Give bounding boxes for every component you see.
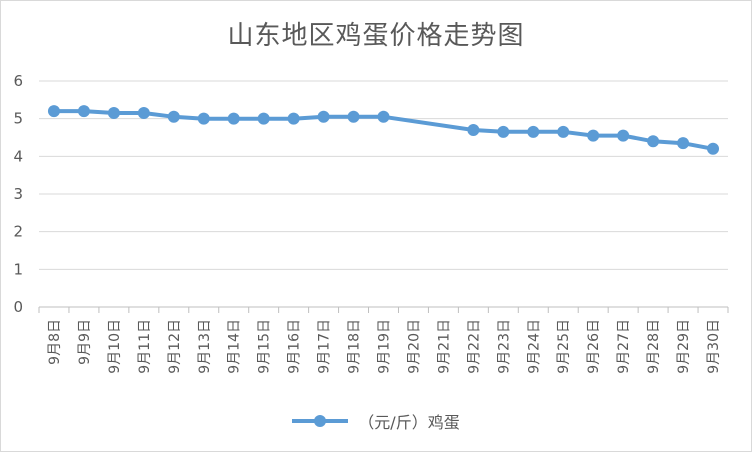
- data-point: [257, 112, 270, 125]
- x-tick-label: 9月26日: [586, 319, 602, 374]
- legend-swatch: [292, 415, 349, 427]
- x-tick-label: 9月22日: [466, 319, 482, 374]
- x-tick-label: 9月9日: [77, 319, 93, 365]
- y-tick-label: 3: [13, 185, 23, 203]
- legend-label: （元/斤）鸡蛋: [358, 413, 460, 432]
- data-point: [647, 135, 660, 148]
- x-tick-label: 9月25日: [556, 319, 572, 374]
- x-tick-label: 9月27日: [616, 319, 632, 374]
- data-point: [557, 125, 570, 138]
- x-tick-label: 9月10日: [107, 319, 123, 374]
- x-tick-label: 9月19日: [377, 319, 393, 374]
- x-tick-label: 9月21日: [436, 319, 452, 374]
- data-point: [617, 129, 630, 142]
- x-tick-label: 9月18日: [347, 319, 363, 374]
- data-point: [677, 137, 690, 150]
- data-point: [107, 107, 120, 120]
- data-point: [587, 129, 600, 142]
- x-tick-label: 9月23日: [496, 319, 512, 374]
- y-tick-label: 6: [13, 72, 23, 90]
- y-tick-label: 0: [13, 298, 23, 316]
- x-tick-label: 9月14日: [227, 319, 243, 374]
- x-tick-label: 9月13日: [197, 319, 213, 374]
- x-tick-label: 9月20日: [406, 319, 422, 374]
- x-tick-label: 9月30日: [706, 319, 722, 374]
- data-point: [137, 107, 150, 120]
- chart-title: 山东地区鸡蛋价格走势图: [227, 21, 525, 51]
- data-point: [377, 110, 390, 123]
- data-point: [77, 105, 90, 118]
- x-tick-label: 9月12日: [167, 319, 183, 374]
- data-point: [527, 125, 540, 138]
- legend: （元/斤）鸡蛋: [1, 409, 751, 433]
- x-tick-label: 9月17日: [317, 319, 333, 374]
- y-tick-label: 2: [13, 223, 23, 241]
- x-tick-label: 9月16日: [287, 319, 303, 374]
- x-tick-label: 9月15日: [257, 319, 273, 374]
- data-point: [227, 112, 240, 125]
- x-tick-label: 9月11日: [137, 319, 153, 374]
- data-point: [197, 112, 210, 125]
- data-point: [347, 110, 360, 123]
- data-point: [467, 123, 480, 136]
- x-tick-label: 9月28日: [646, 319, 662, 374]
- data-point: [167, 110, 180, 123]
- data-point: [287, 112, 300, 125]
- y-tick-label: 4: [13, 147, 23, 165]
- data-point: [317, 110, 330, 123]
- x-tick-label: 9月29日: [676, 319, 692, 374]
- y-tick-label: 5: [13, 110, 23, 128]
- data-point: [497, 125, 510, 138]
- data-point: [707, 142, 720, 155]
- y-tick-label: 1: [13, 260, 23, 278]
- data-point: [47, 105, 60, 118]
- x-tick-label: 9月24日: [526, 319, 542, 374]
- x-tick-label: 9月8日: [47, 319, 63, 365]
